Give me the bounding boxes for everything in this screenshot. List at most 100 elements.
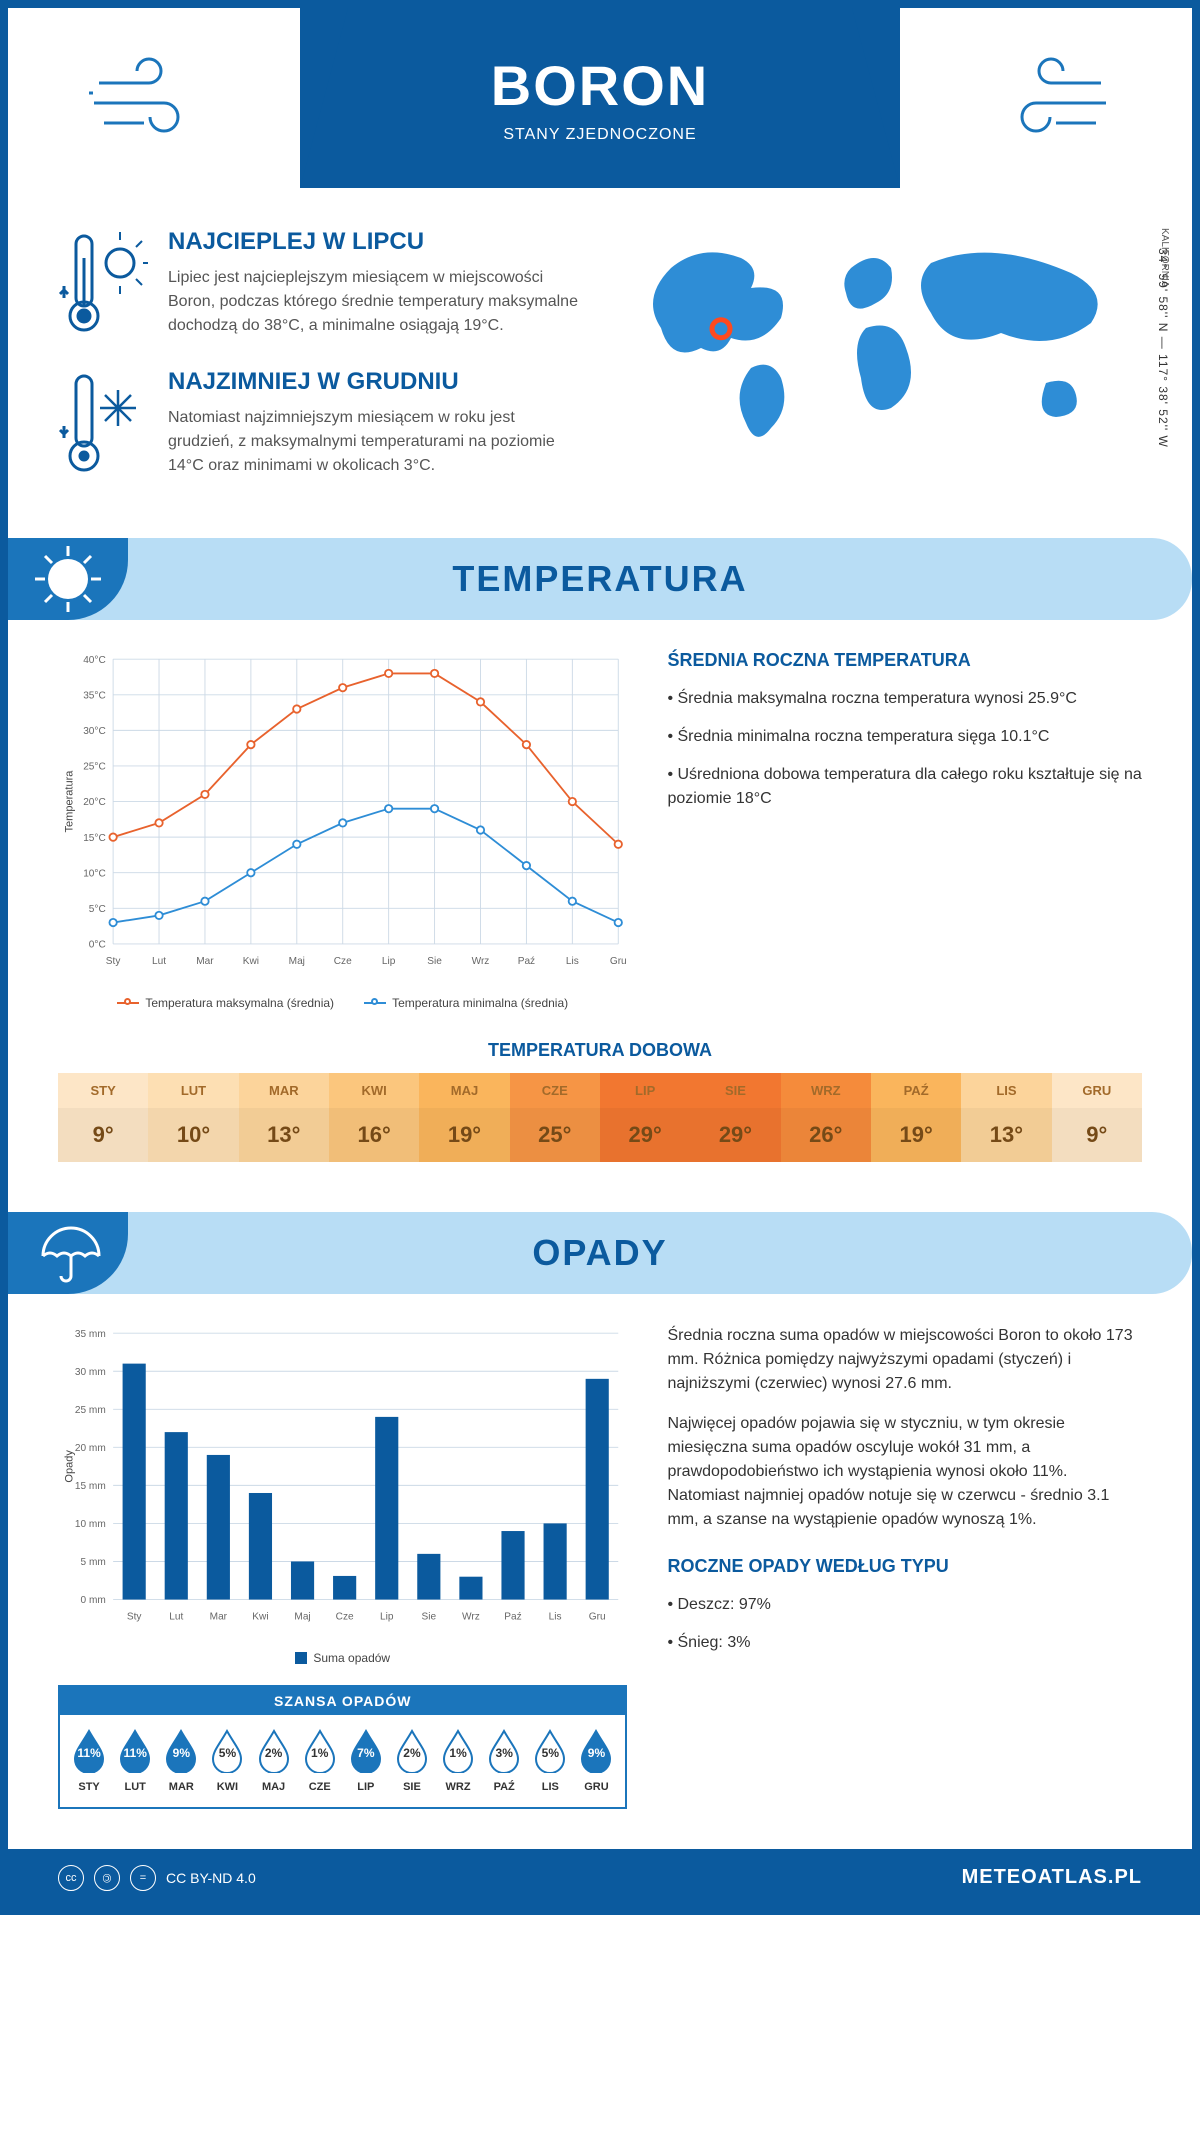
drop-icon: 11% — [118, 1729, 152, 1773]
svg-text:Gru: Gru — [610, 956, 627, 967]
title-banner: BORON STANY ZJEDNOCZONE — [300, 8, 900, 188]
section-title: TEMPERATURA — [8, 558, 1192, 600]
chance-cell: 5%KWI — [204, 1729, 250, 1793]
wind-icon — [89, 53, 219, 143]
section-header-precip: OPADY — [8, 1212, 1192, 1294]
svg-text:25°C: 25°C — [83, 762, 106, 773]
temperature-legend: Temperatura maksymalna (średnia)Temperat… — [58, 996, 627, 1010]
svg-text:Paź: Paź — [504, 1611, 521, 1622]
daily-cell: MAJ19° — [419, 1073, 509, 1162]
svg-text:30°C: 30°C — [83, 726, 106, 737]
svg-text:Wrz: Wrz — [472, 956, 490, 967]
section-header-temperature: TEMPERATURA — [8, 538, 1192, 620]
legend-item: Suma opadów — [295, 1651, 390, 1665]
svg-text:10°C: 10°C — [83, 868, 106, 879]
svg-text:Temperatura: Temperatura — [64, 770, 76, 833]
svg-text:Lis: Lis — [566, 956, 579, 967]
chance-cell: 7%LIP — [343, 1729, 389, 1793]
svg-text:0 mm: 0 mm — [81, 1595, 106, 1606]
svg-text:Wrz: Wrz — [462, 1611, 480, 1622]
chance-cell: 2%MAJ — [251, 1729, 297, 1793]
wind-icon — [981, 53, 1111, 143]
svg-text:Sty: Sty — [106, 956, 122, 967]
site-name: METEOATLAS.PL — [962, 1866, 1142, 1889]
fact-coldest: NAJZIMNIEJ W GRUDNIU Natomiast najzimnie… — [58, 368, 580, 478]
chance-cell: 1%WRZ — [435, 1729, 481, 1793]
precip-legend: Suma opadów — [58, 1651, 627, 1665]
page: BORON STANY ZJEDNOCZONE NAJCIEPLEJ W LIP… — [0, 0, 1200, 1915]
map-column: KALIFORNIA 34° 59' 58'' N — 117° 38' 52'… — [620, 228, 1142, 508]
drop-icon: 5% — [210, 1729, 244, 1773]
drop-icon: 9% — [164, 1729, 198, 1773]
header-bg: BORON STANY ZJEDNOCZONE — [8, 8, 1192, 188]
chance-cell: 1%CZE — [297, 1729, 343, 1793]
chance-row: 11%STY11%LUT9%MAR5%KWI2%MAJ1%CZE7%LIP2%S… — [60, 1715, 625, 1807]
svg-text:Cze: Cze — [336, 1611, 354, 1622]
fact-title: NAJZIMNIEJ W GRUDNIU — [168, 368, 580, 396]
svg-text:5°C: 5°C — [89, 904, 106, 915]
svg-text:5 mm: 5 mm — [81, 1557, 106, 1568]
chance-cell: 5%LIS — [527, 1729, 573, 1793]
drop-icon: 2% — [395, 1729, 429, 1773]
svg-text:Lip: Lip — [382, 956, 396, 967]
svg-text:40°C: 40°C — [83, 655, 106, 666]
precip-paragraphs: Średnia roczna suma opadów w miejscowośc… — [667, 1324, 1142, 1532]
drop-icon: 3% — [487, 1729, 521, 1773]
daily-temperature-title: TEMPERATURA DOBOWA — [58, 1040, 1142, 1061]
bullet: • Średnia maksymalna roczna temperatura … — [667, 687, 1142, 711]
svg-text:20°C: 20°C — [83, 797, 106, 808]
svg-text:Sty: Sty — [127, 1611, 143, 1622]
precip-side: Średnia roczna suma opadów w miejscowośc… — [667, 1324, 1142, 1809]
fact-title: NAJCIEPLEJ W LIPCU — [168, 228, 580, 256]
license-label: CC BY-ND 4.0 — [166, 1870, 256, 1886]
svg-text:0°C: 0°C — [89, 940, 106, 951]
drop-icon: 5% — [533, 1729, 567, 1773]
drop-icon: 11% — [72, 1729, 106, 1773]
nd-icon: = — [130, 1865, 156, 1891]
chance-cell: 9%MAR — [158, 1729, 204, 1793]
world-map — [620, 228, 1142, 468]
svg-text:Mar: Mar — [196, 956, 214, 967]
bullet: • Średnia minimalna roczna temperatura s… — [667, 725, 1142, 749]
svg-text:20 mm: 20 mm — [75, 1443, 106, 1454]
svg-text:Gru: Gru — [589, 1611, 606, 1622]
svg-text:Kwi: Kwi — [252, 1611, 268, 1622]
paragraph: Najwięcej opadów pojawia się w styczniu,… — [667, 1412, 1142, 1532]
precip-body: 0 mm5 mm10 mm15 mm20 mm25 mm30 mm35 mmSt… — [58, 1324, 1142, 1809]
fact-text: Natomiast najzimniejszym miesiącem w rok… — [168, 406, 580, 478]
svg-text:35 mm: 35 mm — [75, 1328, 106, 1339]
daily-cell: PAŹ19° — [871, 1073, 961, 1162]
header-right-panel — [900, 8, 1192, 188]
chance-cell: 11%STY — [66, 1729, 112, 1793]
daily-cell: LIS13° — [961, 1073, 1051, 1162]
content: NAJCIEPLEJ W LIPCU Lipiec jest najcieple… — [8, 188, 1192, 1849]
header-left-panel — [8, 8, 300, 188]
fact-body: NAJZIMNIEJ W GRUDNIU Natomiast najzimnie… — [168, 368, 580, 478]
daily-cell: LIP29° — [600, 1073, 690, 1162]
daily-cell: CZE25° — [510, 1073, 600, 1162]
drop-icon: 7% — [349, 1729, 383, 1773]
thermometer-snow-icon — [58, 368, 148, 478]
svg-text:15°C: 15°C — [83, 833, 106, 844]
svg-text:15 mm: 15 mm — [75, 1481, 106, 1492]
svg-text:Cze: Cze — [334, 956, 352, 967]
legend-label: Suma opadów — [313, 1651, 390, 1665]
svg-text:Sie: Sie — [422, 1611, 437, 1622]
chance-title: SZANSA OPADÓW — [60, 1687, 625, 1715]
svg-text:30 mm: 30 mm — [75, 1367, 106, 1378]
page-subtitle: STANY ZJEDNOCZONE — [503, 126, 696, 144]
fact-body: NAJCIEPLEJ W LIPCU Lipiec jest najcieple… — [168, 228, 580, 338]
daily-temperature-table: STY9°LUT10°MAR13°KWI16°MAJ19°CZE25°LIP29… — [58, 1073, 1142, 1162]
chance-cell: 11%LUT — [112, 1729, 158, 1793]
cc-icon: cc — [58, 1865, 84, 1891]
sun-icon — [8, 538, 128, 620]
drop-icon: 1% — [441, 1729, 475, 1773]
temperature-body: 0°C5°C10°C15°C20°C25°C30°C35°C40°CStyLut… — [58, 650, 1142, 1010]
temperature-bullets: • Średnia maksymalna roczna temperatura … — [667, 687, 1142, 811]
svg-text:25 mm: 25 mm — [75, 1405, 106, 1416]
svg-text:Mar: Mar — [210, 1611, 228, 1622]
chance-cell: 2%SIE — [389, 1729, 435, 1793]
type-line: • Śnieg: 3% — [667, 1631, 1142, 1655]
header: BORON STANY ZJEDNOCZONE — [8, 8, 1192, 188]
type-line: • Deszcz: 97% — [667, 1593, 1142, 1617]
